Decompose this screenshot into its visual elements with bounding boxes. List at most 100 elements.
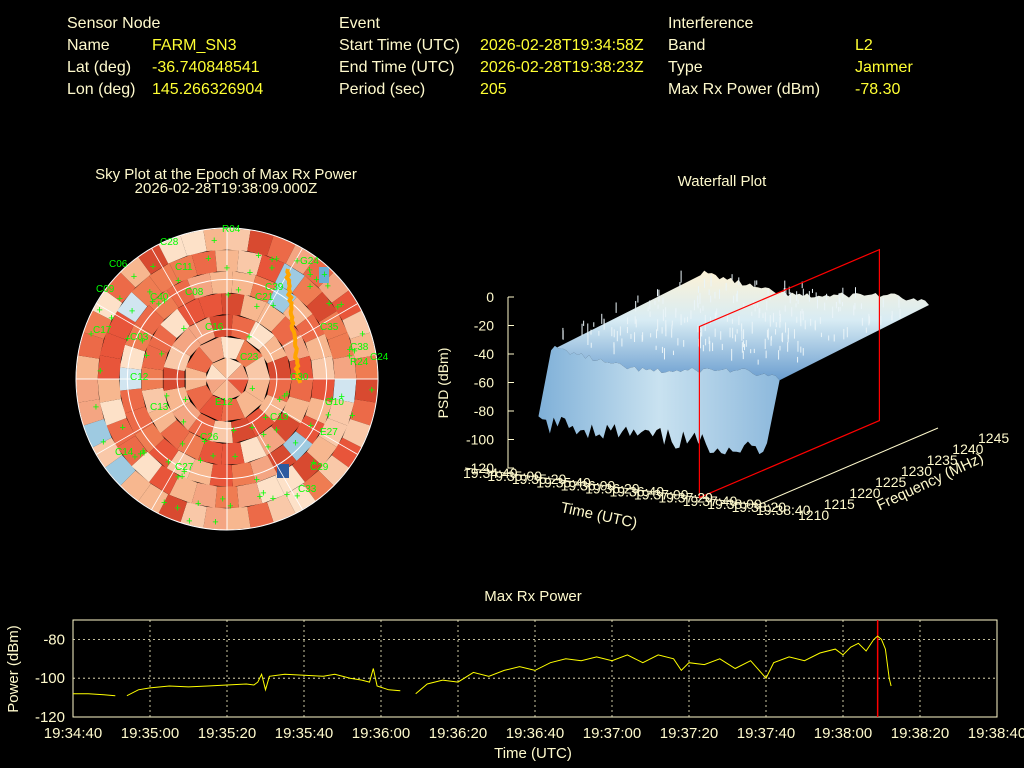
satellite-marker: + bbox=[180, 416, 186, 428]
event-start-row: Start Time (UTC) 2026-02-28T19:34:58Z bbox=[339, 35, 644, 57]
skyplot-spoke bbox=[269, 303, 358, 355]
satellite-marker: + bbox=[181, 466, 187, 478]
name-value: FARM_SN3 bbox=[152, 37, 237, 54]
satellite-label: C39 bbox=[265, 282, 284, 293]
z-tick-label: -20 bbox=[474, 318, 494, 334]
freq-tick-label: 1245 bbox=[978, 430, 1009, 446]
skyplot-cell bbox=[256, 254, 285, 283]
satellite-label: C26 bbox=[200, 432, 219, 443]
satellite-marker: + bbox=[307, 281, 313, 293]
satellite-label: C11 bbox=[175, 262, 193, 273]
skyplot-cell bbox=[205, 363, 227, 379]
maxpower-x-tick-label: 19:38:40 bbox=[968, 725, 1024, 742]
type-row: Type Jammer bbox=[668, 57, 913, 79]
maxpower-x-tick-label: 19:36:40 bbox=[506, 725, 564, 742]
skyplot-cell bbox=[148, 289, 179, 320]
satellite-marker: + bbox=[137, 448, 143, 460]
satellite-label: E12 bbox=[215, 397, 233, 408]
satellite-marker: + bbox=[281, 391, 287, 403]
satellite-marker: + bbox=[326, 298, 332, 310]
satellite-marker: + bbox=[276, 394, 282, 406]
satellite-marker: + bbox=[161, 497, 167, 509]
satellite-marker: + bbox=[147, 286, 153, 298]
skyplot-cell bbox=[258, 394, 288, 423]
skyplot-cell bbox=[198, 395, 224, 422]
time-tick-label: 19:36:40 bbox=[610, 484, 665, 500]
skyplot-cell bbox=[230, 314, 256, 341]
skyplot-cell bbox=[177, 431, 206, 461]
skyplot-cell bbox=[271, 412, 301, 443]
satellite-marker: + bbox=[141, 447, 147, 459]
type-value: Jammer bbox=[855, 59, 913, 76]
skyplot-cell bbox=[131, 451, 163, 483]
satellite-label: C24 bbox=[370, 352, 389, 363]
skyplot-cell bbox=[236, 482, 263, 508]
skyplot-cell bbox=[289, 379, 314, 403]
skyplot-cell bbox=[354, 379, 378, 403]
skyplot-cell bbox=[230, 417, 256, 444]
satellite-marker: + bbox=[179, 439, 185, 451]
satellite-marker: + bbox=[88, 329, 94, 341]
freq-tick-label: 1210 bbox=[798, 507, 829, 523]
satellite-marker: + bbox=[119, 422, 125, 434]
skyplot-cell bbox=[198, 292, 223, 319]
skyplot-spoke bbox=[151, 248, 203, 337]
sensor-name-row: Name FARM_SN3 bbox=[67, 35, 263, 57]
maxpower-y-tick-label: -100 bbox=[35, 670, 65, 687]
end-time-label: End Time (UTC) bbox=[339, 59, 455, 76]
satellite-label: R04 bbox=[222, 224, 241, 235]
maxpower-y-tick-label: -80 bbox=[43, 631, 65, 648]
satellite-label: C40 bbox=[150, 292, 169, 303]
satellite-marker: + bbox=[329, 394, 335, 406]
waterfall-epoch-plane bbox=[698, 248, 881, 499]
skyplot-cell bbox=[305, 397, 333, 425]
skyplot-cell bbox=[318, 417, 348, 448]
skyplot-cell bbox=[187, 459, 214, 486]
skyplot-cell bbox=[211, 357, 227, 379]
period-label: Period (sec) bbox=[339, 81, 426, 98]
skyplot-cell bbox=[209, 464, 233, 487]
skyplot-cell bbox=[171, 327, 202, 357]
skyplot-cell bbox=[250, 275, 278, 303]
maxpower-x-tick-label: 19:36:00 bbox=[352, 725, 410, 742]
skyplot-cell bbox=[285, 244, 316, 275]
skyplot-cell bbox=[76, 379, 100, 403]
skyplot-cell bbox=[104, 272, 136, 303]
skyplot-cell bbox=[256, 302, 286, 332]
skyplot-cell bbox=[235, 339, 264, 368]
max-power-label: Max Rx Power (dBm) bbox=[668, 81, 821, 98]
maxpower-x-label: Time (UTC) bbox=[494, 745, 572, 762]
maxpower-x-tick-label: 19:37:40 bbox=[737, 725, 795, 742]
skyplot-spoke bbox=[251, 248, 303, 337]
satellite-marker: + bbox=[195, 498, 201, 510]
skyplot-cell bbox=[205, 379, 227, 395]
satellite-marker: + bbox=[132, 451, 138, 463]
satellite-marker: + bbox=[265, 441, 271, 453]
satellite-marker: + bbox=[313, 274, 319, 286]
satellite-marker: + bbox=[140, 446, 146, 458]
satellite-marker: + bbox=[161, 295, 167, 307]
satellite-label: C03 bbox=[130, 332, 149, 343]
maxpower-title: Max Rx Power bbox=[484, 588, 582, 605]
skyplot-cell bbox=[275, 263, 305, 293]
lon-value: 145.266326904 bbox=[152, 81, 264, 98]
skyplot-cell bbox=[333, 379, 357, 403]
skyplot-cell bbox=[116, 291, 148, 323]
skyplot-cell bbox=[185, 346, 213, 373]
satellite-label: C16 bbox=[205, 322, 224, 333]
skyplot-cell bbox=[141, 387, 168, 414]
z-tick-label: -60 bbox=[474, 375, 494, 391]
time-tick-label: 19:35:40 bbox=[536, 474, 591, 490]
z-tick-label: -40 bbox=[474, 346, 494, 362]
freq-tick-label: 1240 bbox=[952, 441, 983, 457]
sensor-lon-row: Lon (deg) 145.266326904 bbox=[67, 79, 263, 101]
sensor-lat-row: Lat (deg) -36.740848541 bbox=[67, 57, 263, 79]
satellite-marker: + bbox=[210, 451, 216, 463]
satellite-marker: + bbox=[260, 487, 266, 499]
satellite-label: C28 bbox=[160, 237, 179, 248]
event-end-row: End Time (UTC) 2026-02-28T19:38:23Z bbox=[339, 57, 644, 79]
skyplot-cell bbox=[333, 355, 357, 379]
satellite-label: C23 bbox=[240, 352, 259, 363]
skyplot-title: Sky Plot at the Epoch of Max Rx Power 20… bbox=[66, 166, 386, 197]
